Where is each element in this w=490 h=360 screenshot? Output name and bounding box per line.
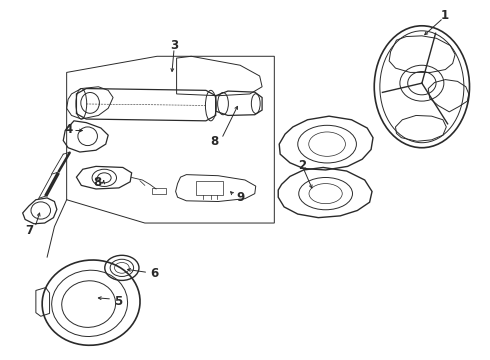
Text: 2: 2 — [298, 159, 307, 172]
Text: 5: 5 — [114, 295, 122, 308]
Text: 9: 9 — [236, 191, 244, 204]
Text: 4: 4 — [64, 123, 72, 136]
Text: 6: 6 — [150, 267, 159, 280]
Text: 7: 7 — [25, 224, 33, 237]
Text: 8: 8 — [211, 135, 219, 148]
Text: 8: 8 — [93, 176, 101, 189]
Text: 3: 3 — [170, 39, 178, 52]
Text: 1: 1 — [441, 9, 448, 22]
